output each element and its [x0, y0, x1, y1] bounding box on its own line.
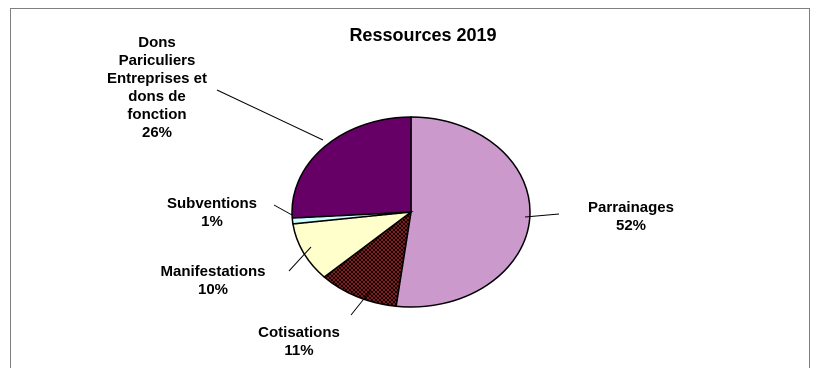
leader-line-3: [273, 204, 293, 216]
chart-title: Ressources 2019: [349, 25, 496, 45]
slice-name-label-2: Manifestations: [160, 263, 265, 280]
leader-line-4: [216, 89, 324, 141]
chart-frame: Ressources 2019 Parrainages 52% Cotisation…: [10, 8, 810, 368]
pie-slice-manifestations: [292, 210, 414, 278]
slice-name-label-0: Parrainages: [588, 199, 674, 216]
slice-name-label-1: Cotisations: [258, 324, 340, 341]
slice-name-label-4: dons de: [128, 88, 186, 105]
leader-line-2: [288, 246, 312, 272]
pie-slice-cotisations: [323, 210, 413, 308]
slice-name-label-3: Subventions: [167, 195, 257, 212]
slice-percent-label-0: 52%: [616, 217, 646, 234]
slice-name-label-4: Pariculiers: [119, 52, 196, 69]
slice-name-label-4: Entreprises et: [107, 70, 207, 87]
pie-slice-dons: [291, 116, 412, 219]
leader-line-0: [524, 213, 560, 218]
leader-line-1: [350, 289, 372, 316]
slice-percent-label-4: 26%: [142, 124, 172, 141]
slice-percent-label-1: 11%: [284, 342, 313, 359]
slice-name-label-4: fonction: [127, 106, 186, 123]
slice-percent-label-3: 1%: [201, 213, 223, 230]
slice-percent-label-2: 10%: [198, 281, 228, 298]
pie-slice-parrainages: [395, 116, 531, 308]
slice-name-label-4: Dons: [138, 34, 176, 51]
